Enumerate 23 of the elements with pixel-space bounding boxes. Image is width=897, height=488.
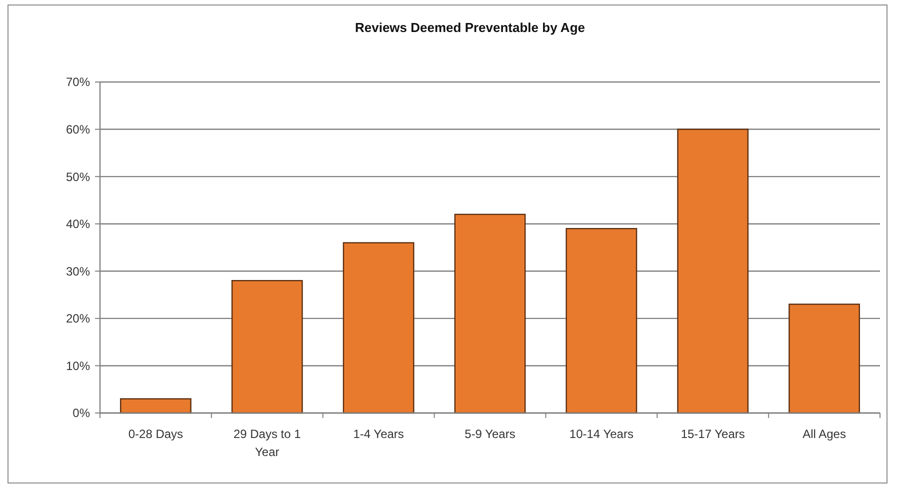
x-tick-label: 10-14 Years — [569, 427, 634, 441]
x-tick-label: All Ages — [802, 427, 846, 441]
bar — [677, 128, 749, 414]
y-tick-label: 30% — [66, 264, 90, 278]
y-tick-label: 20% — [66, 312, 90, 326]
y-tick-label: 50% — [66, 170, 90, 184]
chart-title: Reviews Deemed Preventable by Age — [354, 20, 586, 35]
y-tick-label: 60% — [66, 122, 90, 136]
x-tick-label: 29 Days to 1 Year — [233, 427, 302, 459]
y-tick-label: 10% — [66, 358, 90, 373]
y-tick-label: 40% — [66, 217, 90, 232]
y-tick-label: 0% — [72, 406, 90, 420]
bar — [788, 304, 860, 414]
x-tick-label: 0-28 Days — [128, 427, 184, 441]
x-tick-label: 15-17 Years — [680, 427, 745, 441]
bar — [566, 228, 638, 414]
bar — [120, 398, 192, 414]
x-tick-label: 1-4 Years — [353, 427, 404, 441]
bar — [454, 214, 526, 414]
x-tick-label: 5-9 Years — [464, 427, 516, 441]
bar — [231, 280, 303, 414]
bar — [342, 242, 414, 414]
y-tick-label: 70% — [66, 75, 90, 90]
